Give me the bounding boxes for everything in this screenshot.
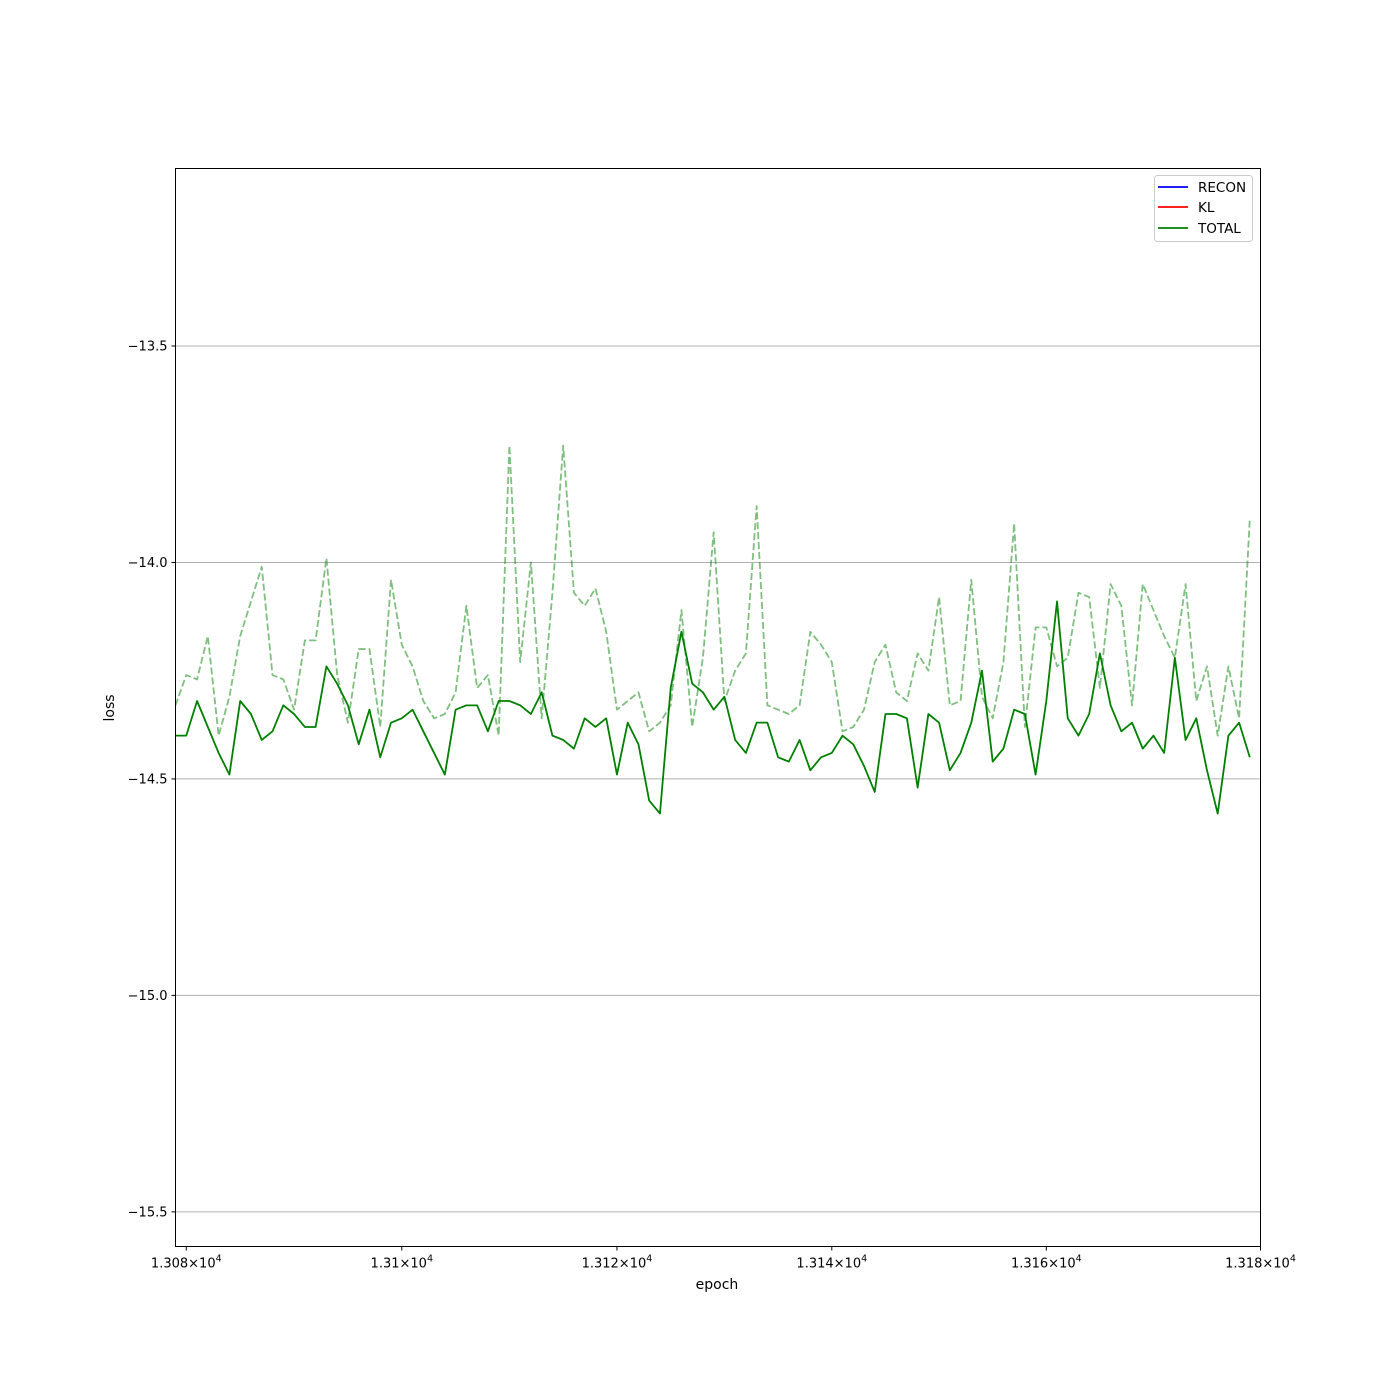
x-tick-mantissa: 1.312: [582, 1257, 619, 1272]
x-tick-base: 10: [1059, 1257, 1076, 1272]
x-tick-exponent: 4: [216, 1254, 222, 1265]
x-tick-mantissa: 1.314: [796, 1257, 833, 1272]
x-tick-times: ×: [400, 1257, 411, 1272]
grid-lines: [175, 345, 1261, 1213]
x-tick-base: 10: [845, 1257, 862, 1272]
x-axis-label: epoch: [696, 1277, 739, 1293]
x-tick-times: ×: [1048, 1257, 1059, 1272]
x-axis-ticks: 1.308×104 1.31×104 1.312×104 1.314×104 1.316…: [151, 1246, 1296, 1272]
y-tick-label: −15.0: [128, 989, 168, 1004]
legend-label-kl: KL: [1198, 200, 1215, 216]
legend-label-total: TOTAL: [1197, 221, 1241, 237]
x-tick-times: ×: [834, 1257, 845, 1272]
x-tick-exponent: 4: [427, 1254, 433, 1265]
x-tick-mantissa: 1.308: [151, 1257, 188, 1272]
y-tick-label: −13.5: [128, 340, 168, 355]
x-tick-label: 1.316×104: [1011, 1254, 1082, 1272]
x-tick-times: ×: [188, 1257, 199, 1272]
x-tick-label: 1.308×104: [151, 1254, 222, 1272]
legend-label-recon: RECON: [1198, 180, 1246, 196]
y-tick-label: −15.5: [128, 1205, 168, 1220]
x-tick-base: 10: [630, 1257, 647, 1272]
x-tick-label: 1.312×104: [582, 1254, 653, 1272]
x-tick-label: 1.318×104: [1225, 1254, 1296, 1272]
x-tick-base: 10: [1273, 1257, 1290, 1272]
legend-box: [1154, 175, 1253, 242]
x-tick-exponent: 4: [861, 1254, 867, 1265]
x-tick-exponent: 4: [646, 1254, 652, 1265]
x-tick-mantissa: 1.31: [371, 1257, 400, 1272]
x-tick-mantissa: 1.318: [1225, 1257, 1262, 1272]
plot-frame: [175, 168, 1261, 1247]
legend: RECON KL TOTAL: [1154, 175, 1253, 242]
x-tick-label: 1.314×104: [796, 1254, 867, 1272]
x-tick-mantissa: 1.316: [1011, 1257, 1048, 1272]
y-axis-label: loss: [102, 694, 118, 721]
series-line-total-dashed: [174, 444, 1251, 737]
x-tick-label: 1.31×104: [371, 1254, 433, 1272]
y-tick-label: −14.0: [128, 556, 168, 571]
y-tick-label: −14.5: [128, 772, 168, 787]
series-line-total: [175, 600, 1251, 815]
x-tick-exponent: 4: [1076, 1254, 1082, 1265]
x-tick-times: ×: [619, 1257, 630, 1272]
y-axis-ticks: −15.5 −15.0 −14.5 −14.0 −13.5: [128, 340, 176, 1220]
series-lines: [174, 444, 1251, 815]
x-tick-exponent: 4: [1290, 1254, 1296, 1265]
x-tick-base: 10: [410, 1257, 427, 1272]
x-tick-base: 10: [199, 1257, 216, 1272]
x-tick-times: ×: [1262, 1257, 1273, 1272]
